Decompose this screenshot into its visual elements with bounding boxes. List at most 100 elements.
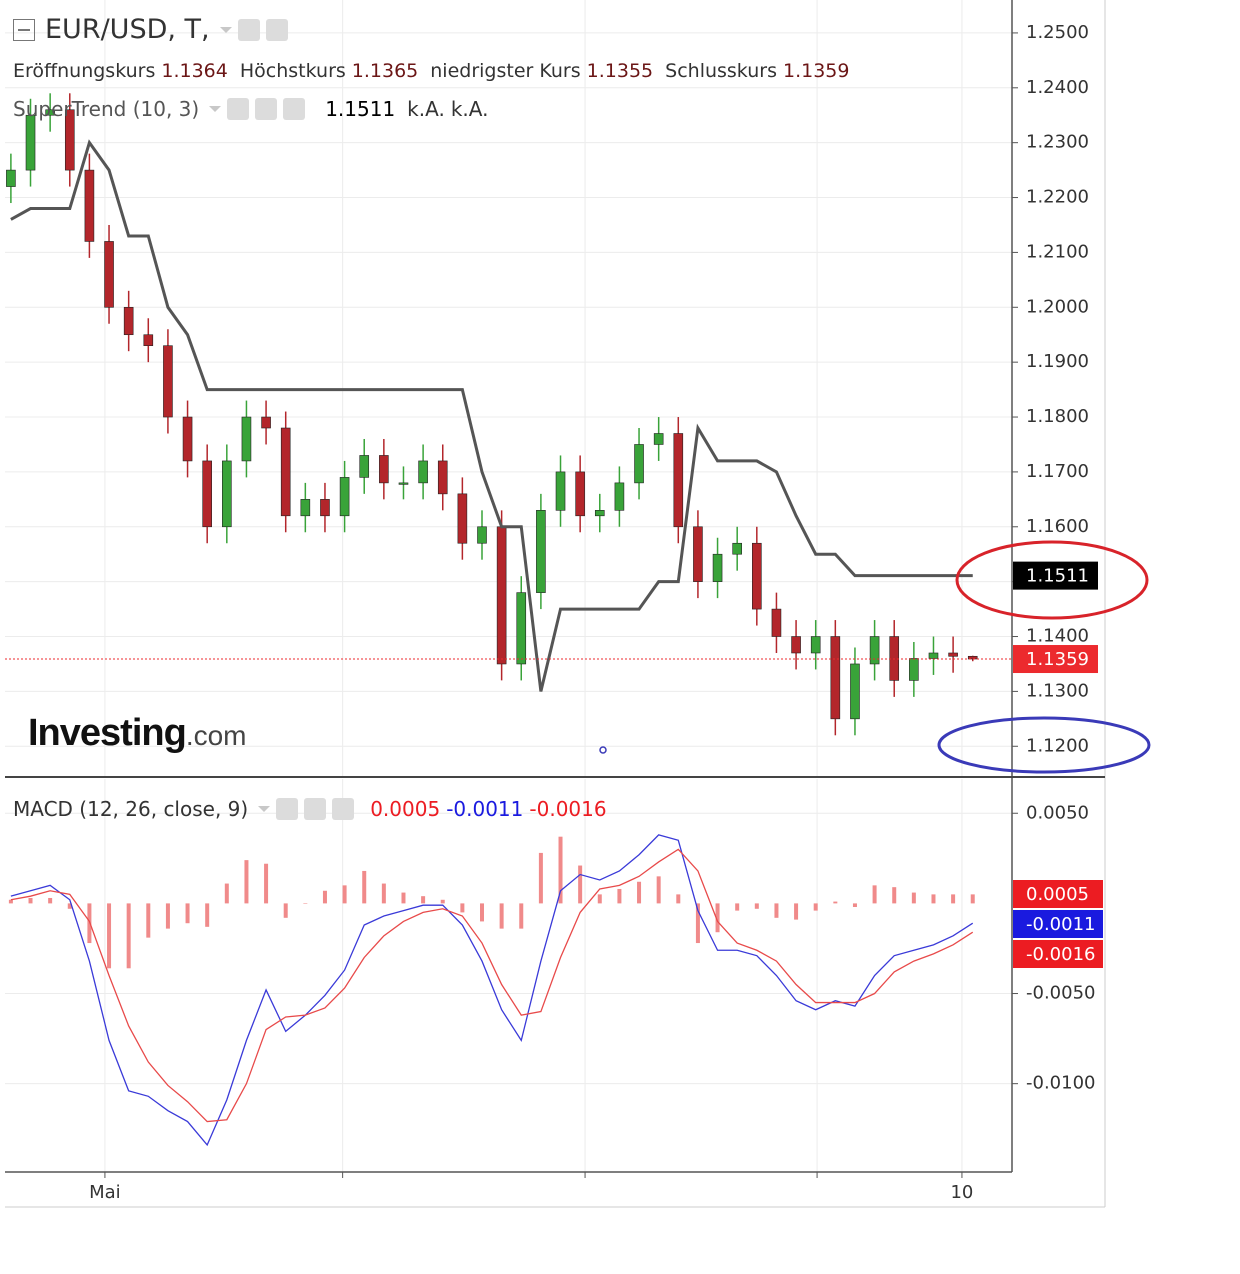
candle-body xyxy=(948,652,958,657)
histogram-bar xyxy=(951,894,956,904)
price-tag-label: -0.0016 xyxy=(1026,944,1095,965)
y-tick-label: 1.2500 xyxy=(1026,22,1089,43)
histogram-bar xyxy=(578,865,583,904)
dropdown[interactable] xyxy=(219,26,232,33)
histogram-bar xyxy=(381,883,386,904)
annotation-dot xyxy=(599,746,607,754)
candle-body xyxy=(496,526,507,665)
candle-body xyxy=(437,460,448,495)
watermark: Investing.com xyxy=(28,712,247,755)
histogram-bar xyxy=(28,897,33,904)
histogram-bar xyxy=(460,903,465,913)
y-tick-label: 1.1600 xyxy=(1026,516,1089,537)
candle-body xyxy=(6,169,16,187)
histogram-bar xyxy=(538,852,543,904)
visibility-icon[interactable] xyxy=(237,18,260,41)
ohlc-legend: Eröffnungskurs 1.1364 Höchstkurs 1.1365 ni… xyxy=(13,60,861,82)
histogram-bar xyxy=(597,894,602,904)
histogram-bar xyxy=(813,903,818,911)
y-tick-label: 1.1300 xyxy=(1026,680,1089,701)
histogram-bar xyxy=(67,903,72,909)
candle-body xyxy=(771,608,782,637)
candle-body xyxy=(241,416,252,462)
candle-body xyxy=(104,241,114,308)
histogram-bar xyxy=(892,887,897,904)
y-tick-label: 1.2400 xyxy=(1026,77,1089,98)
settings-icon[interactable] xyxy=(265,18,288,41)
dropdown[interactable] xyxy=(258,806,271,812)
histogram-bar xyxy=(480,903,484,922)
candle-body xyxy=(163,345,173,418)
histogram-bar xyxy=(499,903,504,929)
candle-body xyxy=(594,510,605,517)
histogram-bar xyxy=(185,903,190,924)
legend-value: -0.0016 xyxy=(529,797,607,821)
y-tick-label: 1.1800 xyxy=(1026,406,1089,427)
y-tick-label: 1.2000 xyxy=(1026,296,1089,317)
remove-icon[interactable] xyxy=(283,98,306,120)
candle-body xyxy=(45,109,55,116)
collapse-icon[interactable] xyxy=(13,18,35,41)
histogram-bar xyxy=(833,901,838,904)
histogram-bar xyxy=(754,903,759,909)
grid xyxy=(5,0,1012,1172)
visibility-icon[interactable] xyxy=(227,98,250,120)
candle-body xyxy=(418,460,428,484)
candle-body xyxy=(222,460,232,528)
legend-value: 1.1364 xyxy=(161,60,228,82)
y-tick-label: 0.0050 xyxy=(1026,802,1089,823)
supertrend-line xyxy=(10,139,973,692)
legend-value: k.A. xyxy=(407,97,445,121)
visibility-icon[interactable] xyxy=(276,798,299,820)
candle-body xyxy=(712,553,723,582)
histogram-bar xyxy=(735,903,740,911)
settings-icon[interactable] xyxy=(255,98,278,120)
candle-body xyxy=(634,444,644,484)
legend-label: SuperTrend (10, 3) xyxy=(13,97,200,121)
candle-body xyxy=(791,636,801,654)
histogram-bar xyxy=(264,863,269,904)
price-tag-label: -0.0011 xyxy=(1026,914,1095,935)
legend-value: -0.0011 xyxy=(446,797,524,821)
price-tag-label: 0.0005 xyxy=(1026,884,1089,905)
histogram-bar xyxy=(126,903,131,969)
candle-body xyxy=(555,471,566,511)
histogram-bar xyxy=(440,899,445,904)
histogram-bar xyxy=(872,885,877,904)
candle-body xyxy=(575,471,585,517)
candle-body xyxy=(339,477,350,517)
watermark-suffix: .com xyxy=(185,720,247,751)
y-tick-label: 1.1900 xyxy=(1026,351,1089,372)
candle-body xyxy=(850,663,860,720)
candle-body xyxy=(967,655,978,660)
candle-body xyxy=(359,455,370,478)
candle-body xyxy=(457,493,468,544)
candle-body xyxy=(614,482,625,511)
y-tick-label: 1.2300 xyxy=(1026,132,1089,153)
candle-body xyxy=(516,592,527,665)
candle-body xyxy=(673,433,684,528)
histogram-bar xyxy=(401,892,406,904)
histogram-bar xyxy=(970,894,975,904)
y-tick-label: 1.1400 xyxy=(1026,626,1089,647)
candle-body xyxy=(928,652,939,659)
histogram-bar xyxy=(637,881,642,904)
macd-line xyxy=(10,848,974,1123)
legend-label: Eröffnungskurs xyxy=(13,60,156,82)
remove-icon[interactable] xyxy=(332,798,355,820)
price-tag xyxy=(1013,645,1098,674)
candle-body xyxy=(732,542,742,555)
y-tick-label: 1.2200 xyxy=(1026,187,1089,208)
histogram-bar xyxy=(774,903,779,918)
histogram-bar xyxy=(322,890,327,904)
dropdown[interactable] xyxy=(209,106,222,112)
candle-body xyxy=(84,169,95,242)
histogram-bar xyxy=(8,899,13,904)
histogram-bar xyxy=(911,892,916,904)
annotation-ellipse xyxy=(955,540,1149,620)
legend-label: Schlusskurs xyxy=(665,60,777,82)
histogram-bar xyxy=(852,903,857,907)
settings-icon[interactable] xyxy=(304,798,327,820)
candle-body xyxy=(752,542,762,610)
